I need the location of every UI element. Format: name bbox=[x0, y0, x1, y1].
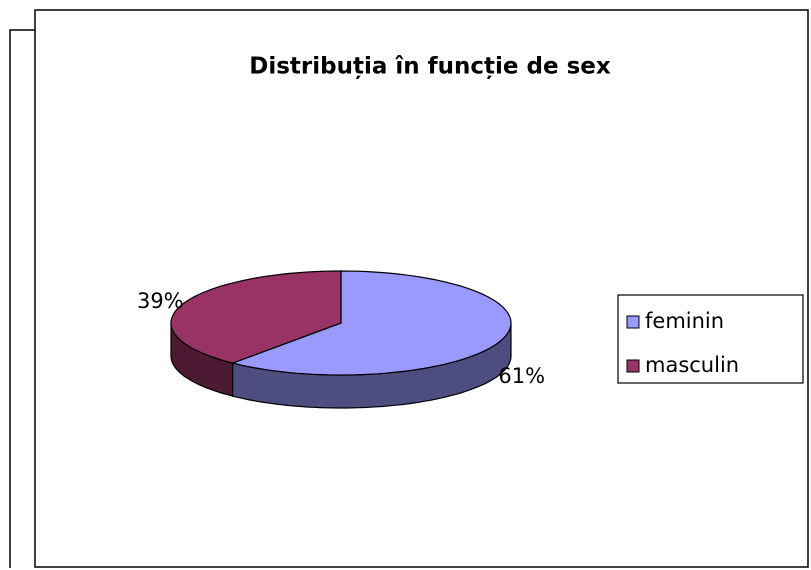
legend bbox=[617, 294, 804, 384]
legend-label: feminin bbox=[645, 309, 724, 333]
outer-frame bbox=[9, 29, 35, 568]
data-label: 61% bbox=[498, 364, 545, 388]
legend-swatch bbox=[626, 359, 640, 373]
legend-swatch bbox=[626, 315, 640, 329]
pie-slice bbox=[230, 270, 512, 376]
data-label: 39% bbox=[137, 289, 184, 313]
chart-title: Distribuția în funcție de sex bbox=[249, 54, 611, 80]
pie-slice bbox=[170, 270, 342, 364]
legend-label: masculin bbox=[645, 353, 739, 377]
pie bbox=[170, 270, 512, 409]
